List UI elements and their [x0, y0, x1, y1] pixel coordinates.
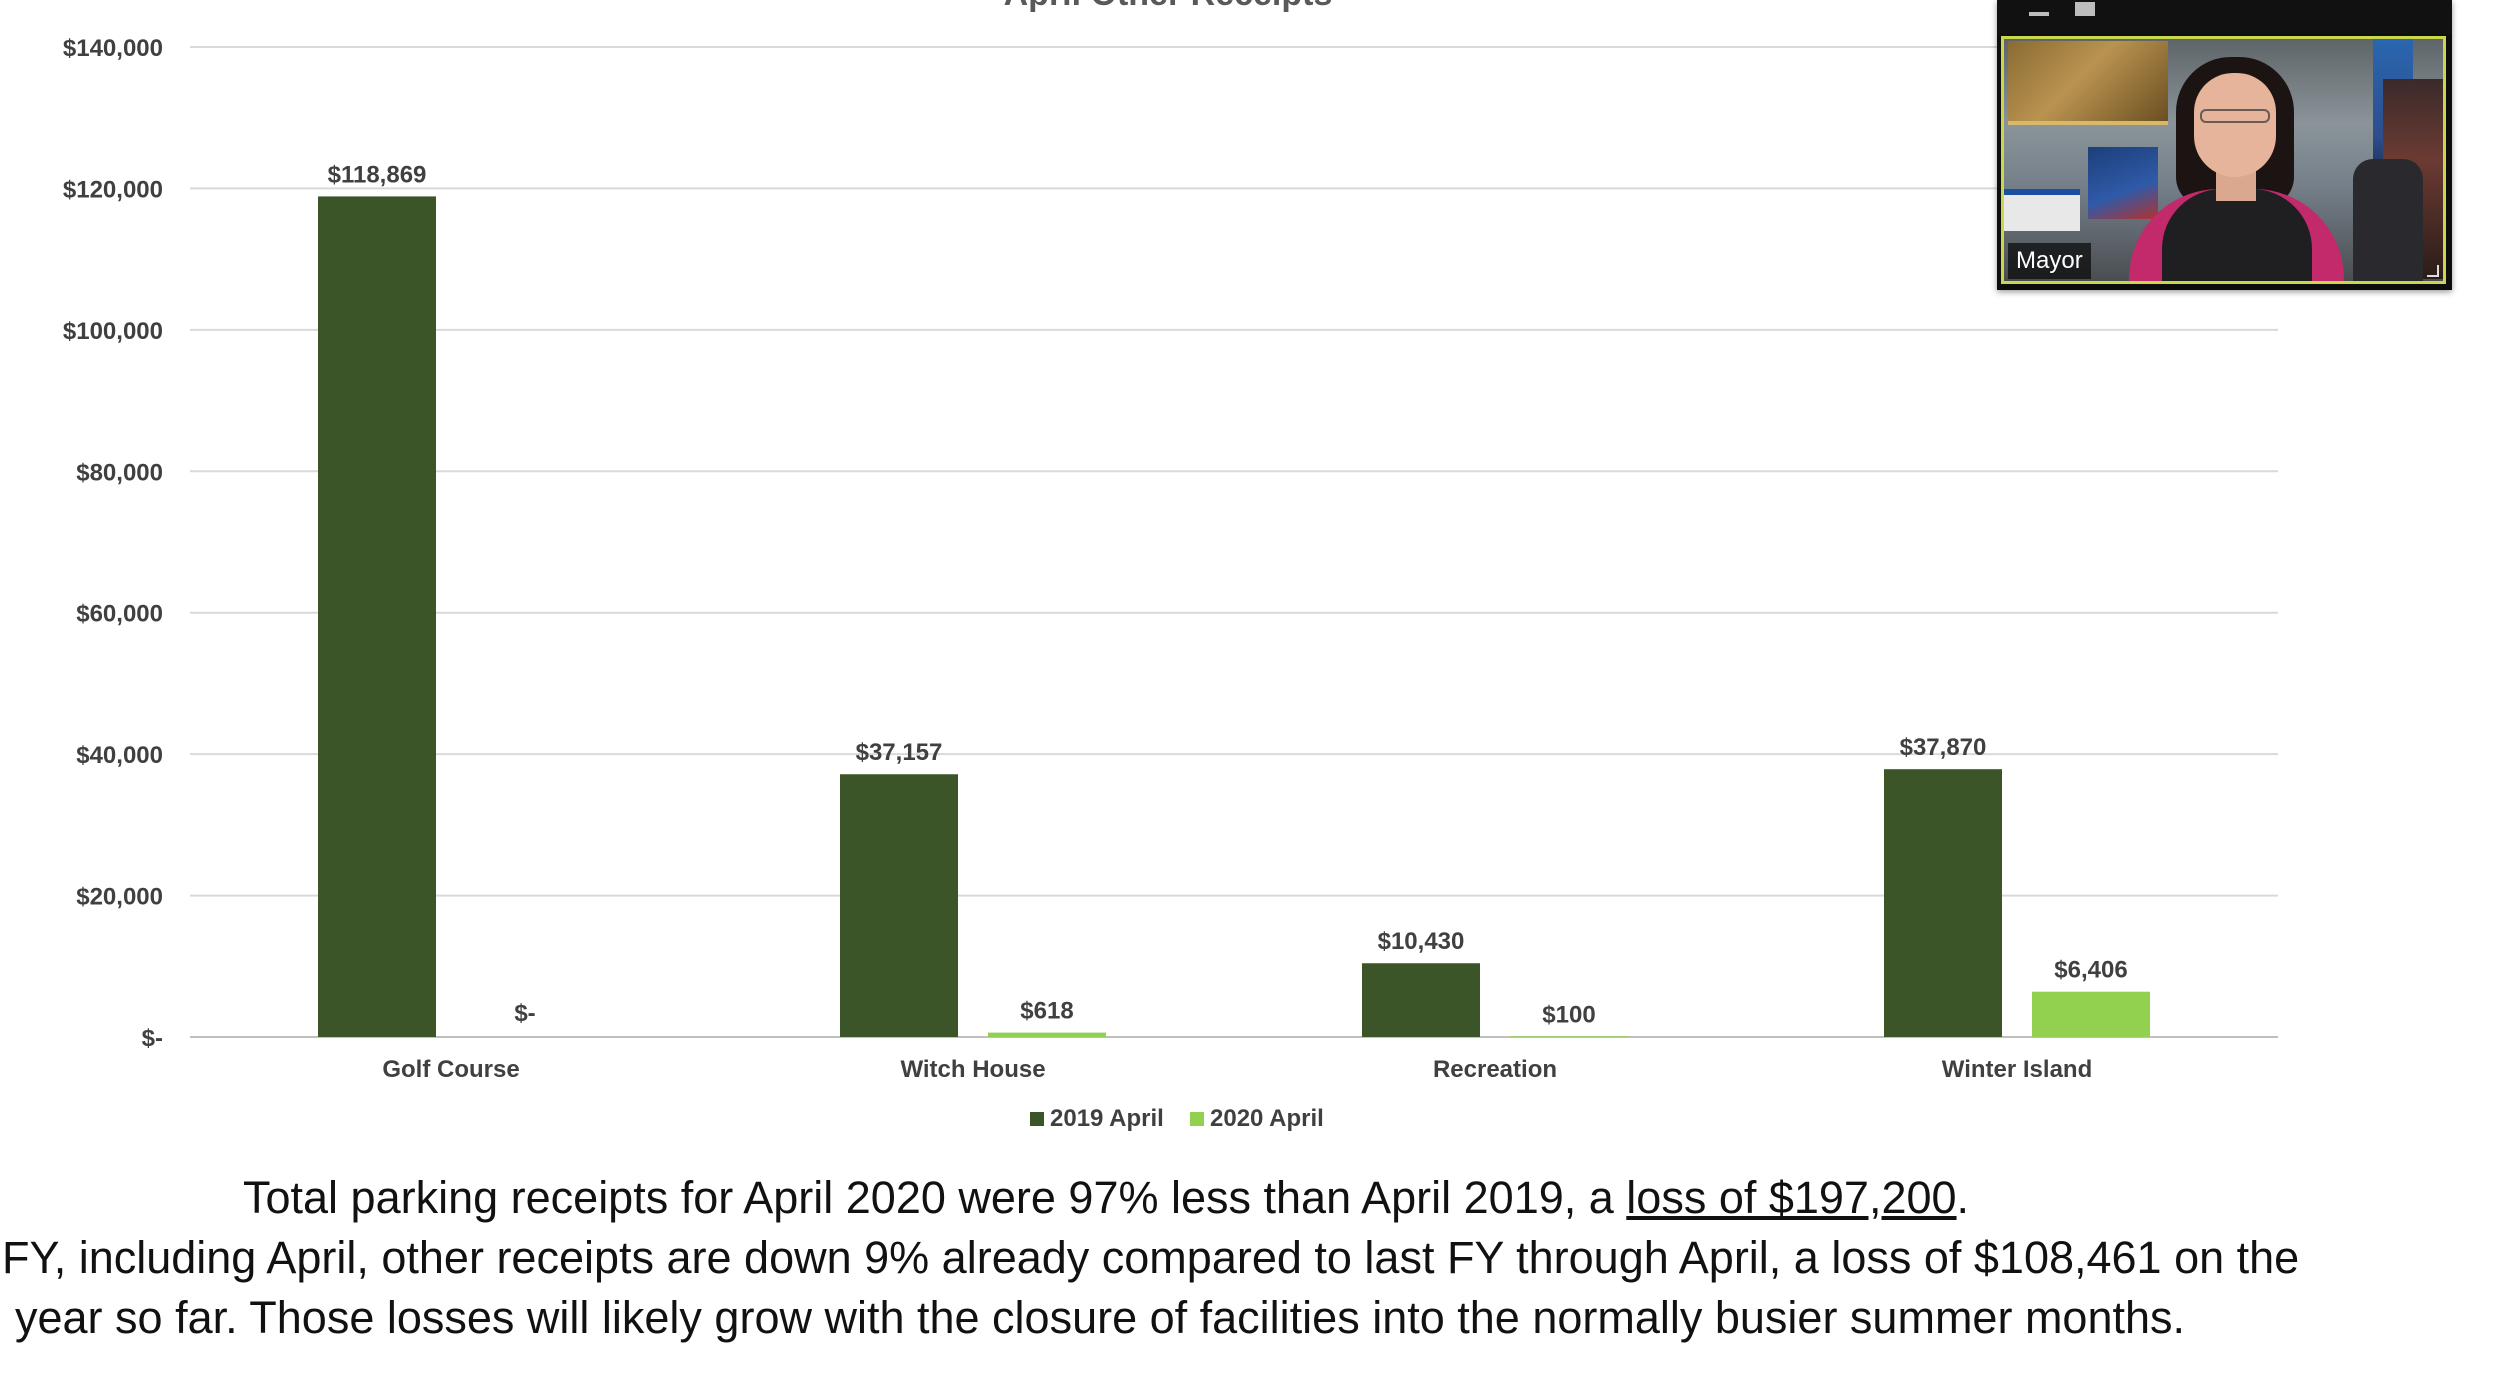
caption-line-1-prefix: Total parking receipts for April 2020 we…: [243, 1172, 1627, 1223]
background-picture-frame: [2008, 41, 2168, 125]
data-label: $6,406: [2054, 957, 2127, 984]
y-tick-label: $80,000: [76, 459, 163, 486]
video-window[interactable]: Mayor: [1997, 0, 2452, 290]
data-label: $37,870: [1900, 734, 1987, 761]
y-tick-label: $-: [142, 1025, 163, 1052]
participant-video[interactable]: Mayor: [2001, 36, 2446, 284]
caption-line-1-suffix: .: [1956, 1172, 1970, 1223]
data-label: $618: [1020, 998, 1073, 1025]
caption-loss-amount: loss of $197,200: [1626, 1172, 1957, 1223]
data-label: $37,157: [856, 739, 943, 766]
background-sign: [2004, 189, 2080, 231]
x-tick-label: Recreation: [1433, 1056, 1557, 1083]
participant-face: [2194, 73, 2276, 177]
restore-icon[interactable]: [2075, 2, 2095, 16]
legend-swatch: [1190, 1112, 1204, 1126]
legend-swatch: [1030, 1112, 1044, 1126]
bar-2020-april: [988, 1032, 1106, 1037]
x-tick-label: Winter Island: [1942, 1056, 2092, 1083]
caption-line-3: year so far. Those losses will likely gr…: [15, 1292, 2186, 1343]
data-label: $-: [514, 1000, 535, 1027]
data-label: $118,869: [328, 161, 427, 188]
y-tick-label: $140,000: [63, 35, 163, 62]
minimize-icon[interactable]: [2029, 12, 2049, 16]
y-tick-label: $60,000: [76, 601, 163, 628]
background-chair: [2353, 159, 2423, 281]
y-tick-label: $20,000: [76, 884, 163, 911]
caption-line-2: FY, including April, other receipts are …: [2, 1232, 2300, 1283]
bar-2019-april: [1362, 963, 1480, 1037]
bar-2019-april: [318, 196, 436, 1037]
x-tick-label: Witch House: [900, 1056, 1045, 1083]
resize-icon[interactable]: [2427, 265, 2439, 277]
y-tick-label: $100,000: [63, 318, 163, 345]
participant-glasses: [2200, 109, 2270, 123]
y-tick-label: $120,000: [63, 176, 163, 203]
chart-title: April Other Receipts: [1004, 0, 1333, 13]
bar-2020-april: [2032, 991, 2150, 1037]
data-label: $10,430: [1378, 928, 1465, 955]
background-poster: [2088, 147, 2158, 219]
y-tick-label: $40,000: [76, 742, 163, 769]
bar-2019-april: [1884, 769, 2002, 1037]
legend-label: 2020 April: [1210, 1105, 1324, 1132]
bar-2020-april: [1510, 1036, 1628, 1037]
participant-vest: [2162, 189, 2312, 281]
caption-line-1: Total parking receipts for April 2020 we…: [243, 1168, 1969, 1228]
x-tick-label: Golf Course: [382, 1056, 519, 1083]
bar-chart: April Other Receipts $- $20,000 $40,000 $60,…: [63, 0, 2278, 1132]
video-topbar: [1997, 0, 2452, 34]
bar-2019-april: [840, 774, 958, 1037]
participant-name-label: Mayor: [2008, 243, 2091, 279]
data-label: $100: [1542, 1001, 1595, 1028]
legend-label: 2019 April: [1050, 1105, 1164, 1132]
